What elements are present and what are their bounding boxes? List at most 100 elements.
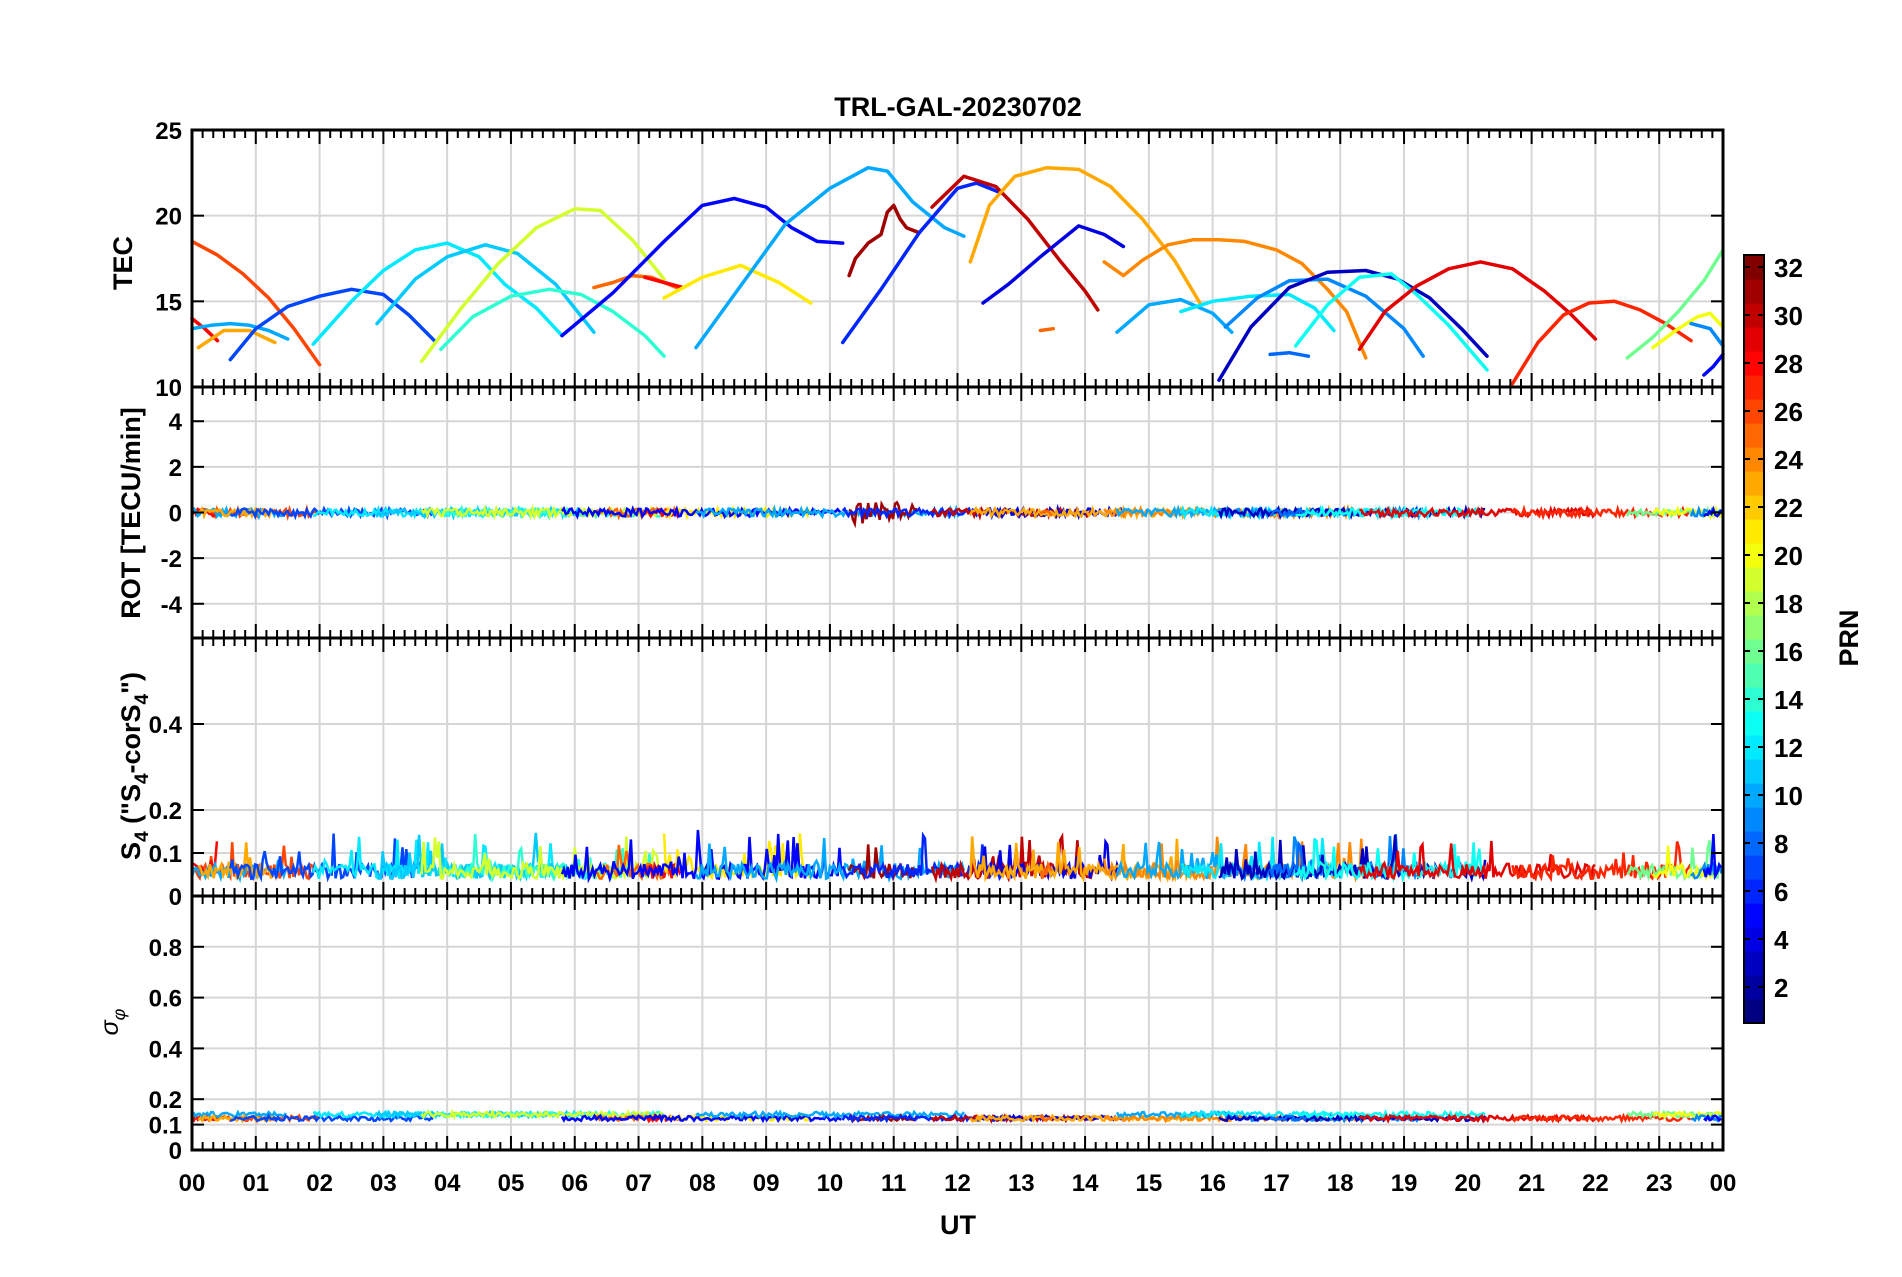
- x-tick-label: 17: [1263, 1170, 1290, 1197]
- tec-series-line: [1293, 272, 1489, 372]
- colorbar-swatch: [1744, 663, 1764, 688]
- y-tick-label: 0: [169, 1138, 182, 1165]
- colorbar-tick-label: 22: [1774, 493, 1803, 523]
- colorbar-tick-label: 28: [1774, 349, 1803, 379]
- y-tick-label: 0.8: [149, 935, 182, 962]
- colorbar-swatch: [1744, 759, 1764, 784]
- y-tick-label: 0.6: [149, 986, 182, 1013]
- x-tick-label: 08: [689, 1170, 716, 1197]
- colorbar-swatch: [1744, 375, 1764, 400]
- colorbar-swatch: [1744, 471, 1764, 496]
- s4-axis-label: S4 ("S4-corS4"): [116, 672, 153, 860]
- x-tick-label: 00: [1710, 1170, 1737, 1197]
- y-tick-label: 25: [155, 118, 182, 145]
- colorbar-swatch: [1744, 639, 1764, 664]
- sigma-phi-series-line: [420, 1108, 664, 1121]
- x-tick-label: 03: [370, 1170, 397, 1197]
- s4-series-line: [847, 844, 919, 882]
- y-tick-label: -4: [161, 592, 183, 619]
- colorbar-tick-label: 12: [1774, 733, 1803, 763]
- tec-series-line: [375, 243, 596, 334]
- tec-series-line: [1357, 260, 1598, 352]
- s4-series-line: [592, 844, 677, 882]
- x-tick-label: 09: [753, 1170, 780, 1197]
- colorbar-swatch: [1744, 783, 1764, 808]
- sigma-phi-series-line: [1511, 1112, 1692, 1124]
- colorbar-swatch: [1744, 567, 1764, 592]
- tec-series-line: [311, 241, 507, 346]
- colorbar-tick-label: 4: [1774, 925, 1789, 955]
- y-tick-label: 10: [155, 375, 182, 402]
- colorbar-tick-label: 24: [1774, 445, 1803, 475]
- sigma-phi-series-line: [848, 1113, 919, 1123]
- sigma-phi-series-line: [695, 1109, 965, 1120]
- y-tick-label: 0.1: [149, 841, 182, 868]
- tec-series-line: [560, 196, 845, 338]
- y-tick-label: 0: [169, 501, 182, 528]
- colorbar-tick-label: 26: [1774, 397, 1803, 427]
- y-tick-label: 0.2: [149, 1087, 182, 1114]
- colorbar-swatch: [1744, 711, 1764, 736]
- colorbar-swatch: [1744, 807, 1764, 832]
- tec-series-line: [1651, 311, 1725, 350]
- rot-series-line: [1039, 509, 1053, 517]
- colorbar-swatch: [1744, 423, 1764, 448]
- tec-series-line: [981, 224, 1126, 305]
- x-tick-label: 12: [944, 1170, 971, 1197]
- sigma-phi-series-line: [1703, 1114, 1722, 1123]
- x-tick-label: 01: [242, 1170, 269, 1197]
- x-tick-label: 20: [1454, 1170, 1481, 1197]
- x-tick-label: 06: [561, 1170, 588, 1197]
- colorbar-swatch: [1744, 855, 1764, 880]
- sigma-phi-series-line: [1269, 1113, 1308, 1123]
- colorbar-swatch: [1744, 687, 1764, 712]
- chart-title: TRL-GAL-20230702: [834, 92, 1082, 122]
- colorbar-swatch: [1744, 255, 1764, 280]
- sigma-phi-series-line: [229, 1113, 434, 1124]
- tec-series-line: [1689, 321, 1725, 348]
- x-tick-label: 04: [434, 1170, 461, 1197]
- x-axis-label: UT: [940, 1210, 976, 1240]
- colorbar-swatch: [1744, 519, 1764, 544]
- x-tick-label: 13: [1008, 1170, 1035, 1197]
- x-tick-label: 18: [1327, 1170, 1354, 1197]
- s4-series-line: [1115, 841, 1233, 881]
- tec-series-line: [228, 287, 437, 362]
- tec-series-line: [1625, 248, 1725, 360]
- tec-series-line: [930, 174, 1100, 312]
- tec-series-line: [1217, 268, 1489, 382]
- y-tick-label: 4: [169, 409, 183, 436]
- y-tick-label: 2: [169, 455, 182, 482]
- y-tick-label: 15: [155, 289, 182, 316]
- tec-series-line: [694, 165, 966, 350]
- colorbar-tick-label: 32: [1774, 253, 1803, 283]
- colorbar-swatch: [1744, 879, 1764, 904]
- y-tick-label: 0: [169, 884, 182, 911]
- colorbar-swatch: [1744, 831, 1764, 856]
- rot-axis-label: ROT [TECU/min]: [116, 407, 146, 618]
- tec-series-line: [419, 207, 666, 364]
- tec-series-line: [1510, 299, 1693, 386]
- tec-series-line: [502, 282, 564, 338]
- rot-series-line: [1511, 504, 1692, 521]
- s4-series-line: [1651, 845, 1723, 882]
- colorbar-swatch: [1744, 351, 1764, 376]
- colorbar-swatch: [1744, 327, 1764, 352]
- x-tick-label: 02: [306, 1170, 333, 1197]
- s4-series-line: [1268, 840, 1308, 879]
- x-tick-label: 22: [1582, 1170, 1609, 1197]
- colorbar-tick-label: 14: [1774, 685, 1803, 715]
- colorbar-tick-label: 2: [1774, 973, 1788, 1003]
- x-tick-label: 00: [179, 1170, 206, 1197]
- tec-series-line: [847, 203, 921, 278]
- y-tick-label: 0.2: [149, 798, 182, 825]
- tec-series-line: [439, 287, 666, 358]
- y-tick-label: -2: [161, 546, 182, 573]
- colorbar-tick-label: 30: [1774, 301, 1803, 331]
- sigma-phi-series-line: [1652, 1110, 1723, 1120]
- x-tick-label: 16: [1199, 1170, 1226, 1197]
- y-tick-label: 0.1: [149, 1113, 182, 1140]
- y-tick-label: 0.4: [149, 1036, 183, 1063]
